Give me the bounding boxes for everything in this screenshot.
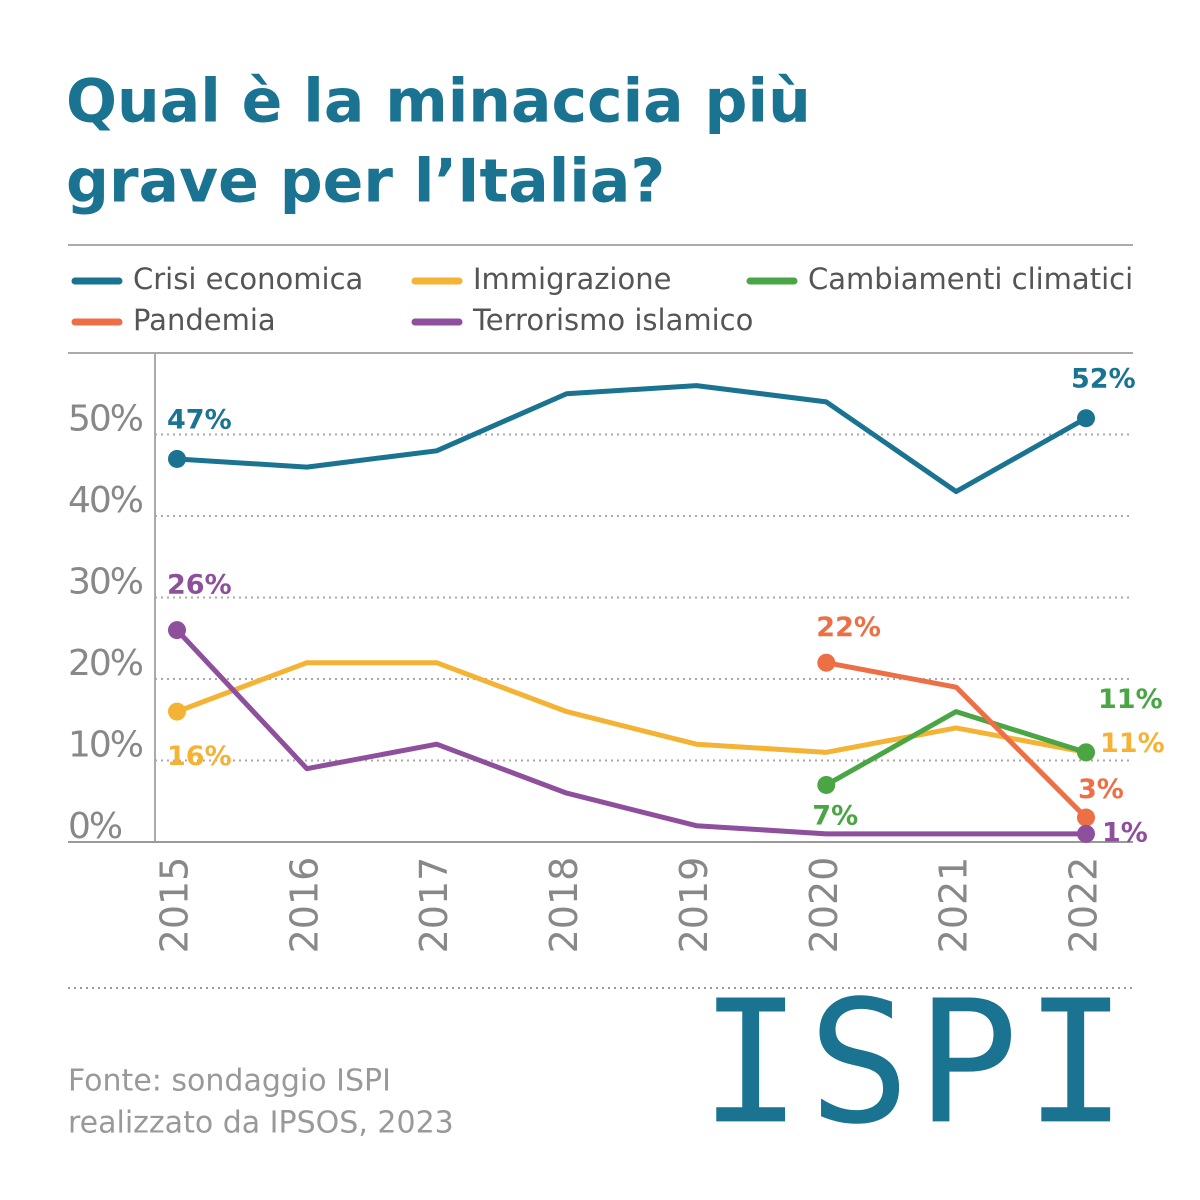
x-tick-label: 2021 <box>932 857 976 954</box>
chart-title: grave per l’Italia? <box>66 147 665 217</box>
source: Fonte: sondaggio ISPI <box>68 1064 391 1099</box>
data-label: 26% <box>167 570 232 601</box>
y-tick-label: 40% <box>68 480 143 521</box>
legend-label: Crisi economica <box>133 262 363 296</box>
data-label: 11% <box>1100 728 1165 759</box>
legend-label: Immigrazione <box>473 262 671 296</box>
data-label: 11% <box>1098 684 1163 715</box>
x-tick-label: 2018 <box>542 857 586 954</box>
data-point <box>1077 808 1095 827</box>
series-line <box>175 628 1086 837</box>
data-label: 22% <box>816 612 881 643</box>
logo: ISPI <box>700 964 1133 1162</box>
data-label: 52% <box>1071 364 1136 395</box>
data-point <box>1077 743 1095 762</box>
x-tick-label: 2022 <box>1062 857 1106 954</box>
series-line <box>176 383 1088 495</box>
series-line <box>825 660 1088 820</box>
x-tick-label: 2020 <box>802 857 846 954</box>
data-label: 3% <box>1078 774 1124 805</box>
data-point <box>817 775 836 794</box>
x-tick-label: 2019 <box>672 857 716 954</box>
data-label: 16% <box>167 741 232 772</box>
data-point <box>1077 824 1095 843</box>
y-tick-label: 0% <box>68 806 122 847</box>
data-label: 1% <box>1102 817 1148 848</box>
data-label: 47% <box>167 404 232 435</box>
legend-label: Cambiamenti climatici <box>808 262 1133 296</box>
x-tick-label: 2015 <box>153 857 197 954</box>
data-label: 7% <box>812 800 858 831</box>
y-tick-label: 30% <box>68 562 143 603</box>
chart-title: Qual è la minaccia più <box>66 67 811 137</box>
y-tick-label: 20% <box>68 643 143 684</box>
series-line <box>825 709 1087 788</box>
data-point <box>1077 409 1095 428</box>
data-point <box>168 449 186 468</box>
y-tick-label: 10% <box>68 725 143 766</box>
x-tick-label: 2017 <box>412 857 456 954</box>
data-point <box>168 621 186 640</box>
data-point <box>817 653 836 672</box>
y-tick-label: 50% <box>68 399 143 440</box>
data-point <box>168 702 186 721</box>
legend-label: Terrorismo islamico <box>472 303 753 337</box>
source: realizzato da IPSOS, 2023 <box>68 1106 454 1141</box>
series-line <box>176 660 1087 755</box>
x-tick-label: 2016 <box>282 857 326 954</box>
legend-label: Pandemia <box>133 303 276 337</box>
